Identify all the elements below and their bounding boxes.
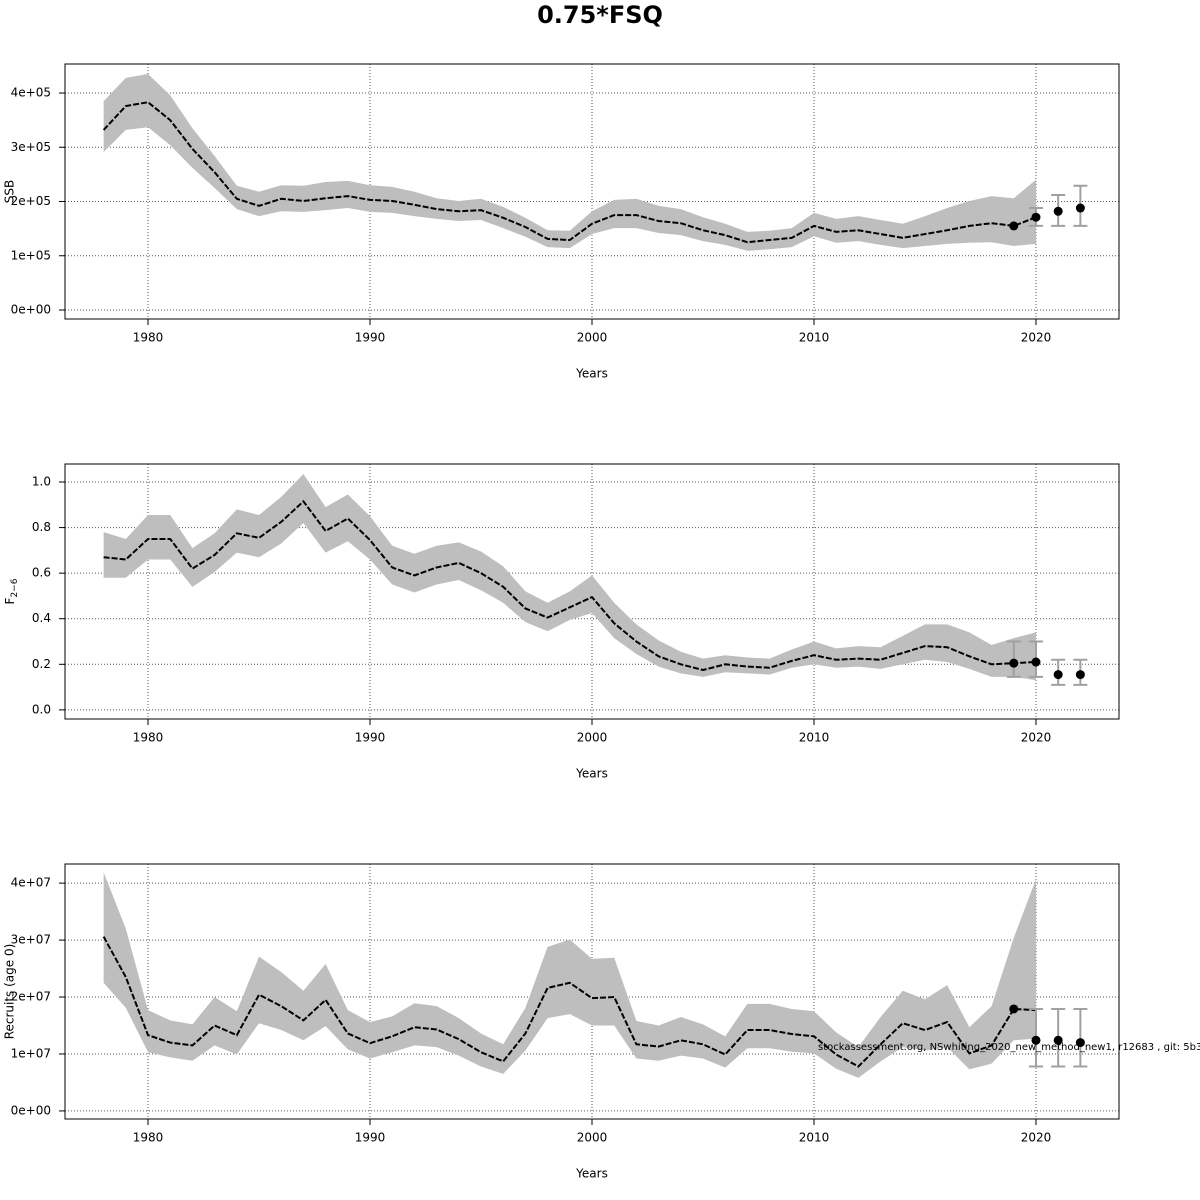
x-tick-label: 2010 [799,1131,830,1145]
x-tick-label: 2000 [577,731,608,745]
y-axis-label-main: F [3,597,17,604]
forecast-point [1053,670,1063,680]
forecast-point [1009,221,1019,231]
y-tick-label: 0.8 [32,520,51,534]
x-axis-label: Years [575,767,608,781]
x-axis-label: Years [575,367,608,381]
x-tick-label: 2020 [1021,1131,1052,1145]
x-tick-label: 2020 [1021,731,1052,745]
estimate-line [102,101,1037,244]
forecast-point [1009,1004,1019,1014]
x-tick-label: 1990 [355,331,386,345]
forecast-point [1053,1035,1063,1045]
x-tick-label: 1990 [355,1131,386,1145]
x-tick-label: 1980 [133,331,164,345]
y-axis-label-sub: 2−6 [10,578,20,597]
y-tick-label: 0.4 [32,611,51,625]
y-tick-label: 2e+07 [11,990,51,1004]
y-tick-label: 1e+07 [11,1046,51,1060]
x-tick-label: 1980 [133,1131,164,1145]
y-tick-label: 4e+05 [11,86,51,100]
x-tick-label: 2000 [577,1131,608,1145]
x-tick-label: 1990 [355,731,386,745]
forecast-point [1075,203,1085,213]
forecast-point [1075,670,1085,680]
forecast-point [1009,658,1019,668]
y-tick-label: 0.6 [32,566,51,580]
x-axis-label: Years [575,1167,608,1181]
y-tick-label: 0.0 [32,702,51,716]
forecast-point [1053,206,1063,216]
error-bar [1073,1007,1088,1068]
plot-frame [64,863,1120,1120]
y-tick-label: 0e+00 [11,1103,51,1117]
forecast-point [1031,657,1041,667]
confidence-band [103,872,1036,1078]
y-axis-label: F2−6 [3,578,20,604]
estimate-line [103,499,1037,672]
chart-title: 0.75*FSQ [537,1,663,29]
plot-frame [64,463,1120,720]
y-tick-label: 1.0 [32,475,51,489]
footnote: stockassessment.org, NSwhiting_2020_new_… [818,1042,1200,1053]
forecast-point [1031,212,1041,222]
y-tick-label: 2e+05 [11,194,51,208]
y-tick-label: 3e+05 [11,140,51,154]
y-axis-label: Recruits (age 0) [3,944,17,1040]
confidence-band [103,474,1036,681]
y-tick-label: 0.2 [32,657,51,671]
x-tick-label: 2020 [1021,331,1052,345]
y-tick-label: 4e+07 [11,876,51,890]
y-tick-label: 0e+00 [11,302,51,316]
x-tick-label: 2010 [799,731,830,745]
confidence-band [103,74,1036,251]
y-axis-label: SSB [3,180,17,203]
y-tick-label: 1e+05 [11,248,51,262]
x-tick-label: 1980 [133,731,164,745]
forecast-point [1075,1038,1085,1048]
y-tick-label: 3e+07 [11,933,51,947]
estimate-line [102,936,1037,1068]
plot-frame [64,63,1120,320]
x-tick-label: 2000 [577,331,608,345]
x-tick-label: 2010 [799,331,830,345]
forecast-point [1031,1035,1041,1045]
